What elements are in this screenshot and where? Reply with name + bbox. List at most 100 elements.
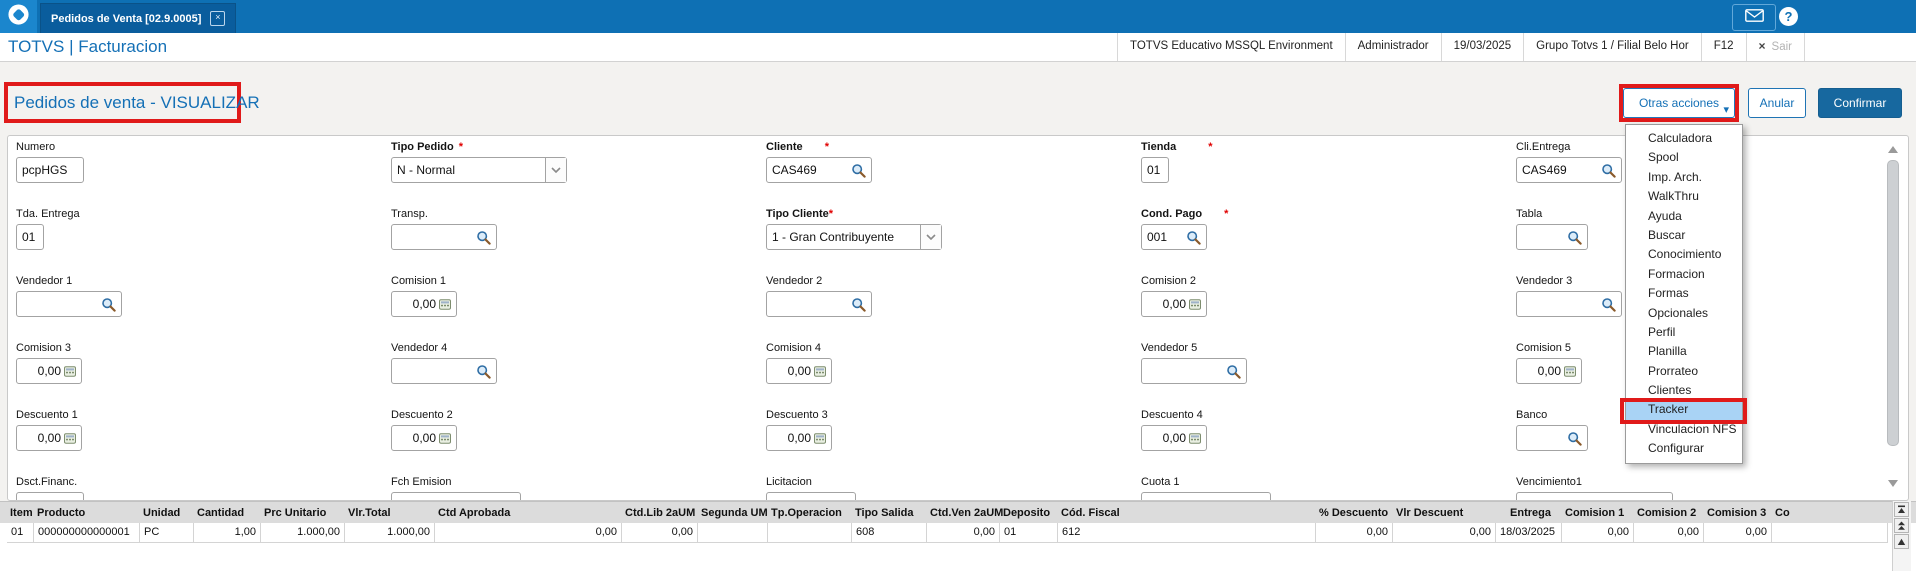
menu-item-opcionales[interactable]: Opcionales — [1648, 305, 1709, 320]
menu-item-formacion[interactable]: Formacion — [1648, 266, 1705, 281]
menu-item-clientes[interactable]: Clientes — [1648, 383, 1692, 398]
search-icon[interactable] — [1226, 364, 1241, 379]
search-icon[interactable] — [1567, 431, 1582, 446]
cli-entrega-input[interactable]: CAS469 — [1516, 157, 1622, 183]
search-icon[interactable] — [1601, 297, 1616, 312]
vendedor-4-input[interactable] — [391, 358, 497, 384]
search-icon[interactable] — [851, 163, 866, 178]
scroll-up-icon[interactable] — [1894, 534, 1909, 549]
search-icon[interactable] — [101, 297, 116, 312]
licitacion-input[interactable] — [766, 492, 856, 500]
search-icon[interactable] — [1186, 230, 1201, 245]
vendedor-1-input[interactable] — [16, 291, 122, 317]
column-header[interactable]: Comision 3 — [1707, 507, 1767, 519]
menu-item-walkthru[interactable]: WalkThru — [1648, 189, 1699, 204]
calculator-icon[interactable] — [1564, 365, 1576, 377]
menu-item-conocimiento[interactable]: Conocimiento — [1648, 247, 1722, 262]
vencimiento1-input[interactable] — [1516, 492, 1673, 500]
descuento-3-input[interactable]: 0,00 — [766, 425, 832, 451]
column-header[interactable]: Unidad — [143, 507, 181, 519]
tipo-cliente-select[interactable]: 1 - Gran Contribuyente — [766, 224, 942, 250]
descuento-2-input[interactable]: 0,00 — [391, 425, 457, 451]
comision-3-input[interactable]: 0,00 — [16, 358, 82, 384]
confirmar-button[interactable]: Confirmar — [1818, 88, 1902, 118]
mail-button[interactable] — [1732, 4, 1776, 31]
column-header[interactable]: Vlr Descuent — [1396, 507, 1464, 519]
column-header[interactable]: Entrega — [1510, 507, 1551, 519]
cliente-input[interactable]: CAS469 — [766, 157, 872, 183]
transp-input[interactable] — [391, 224, 497, 250]
menu-item-buscar[interactable]: Buscar — [1648, 227, 1686, 242]
menu-item-tracker[interactable]: Tracker — [1626, 400, 1742, 420]
scroll-pageup-icon[interactable] — [1894, 518, 1909, 533]
help-icon[interactable]: ? — [1779, 7, 1798, 26]
dsct-financ-input[interactable] — [16, 492, 84, 500]
menu-item-formas[interactable]: Formas — [1648, 286, 1689, 301]
menu-item-imp-arch[interactable]: Imp. Arch. — [1648, 169, 1703, 184]
column-header[interactable]: Tp.Operacion — [771, 507, 842, 519]
menu-item-planilla[interactable]: Planilla — [1648, 344, 1687, 359]
column-header[interactable]: Segunda UM — [701, 507, 768, 519]
anular-button[interactable]: Anular — [1748, 88, 1806, 118]
vendedor-5-input[interactable] — [1141, 358, 1247, 384]
tda-entrega-input[interactable]: 01 — [16, 224, 44, 250]
column-header[interactable]: Vlr.Total — [348, 507, 391, 519]
tab-pedidos-de-venta[interactable]: Pedidos de Venta [02.9.0005] × — [40, 3, 237, 33]
column-header[interactable]: Cantidad — [197, 507, 245, 519]
calculator-icon[interactable] — [1189, 298, 1201, 310]
descuento-1-input[interactable]: 0,00 — [16, 425, 82, 451]
search-icon[interactable] — [476, 230, 491, 245]
menu-item-ayuda[interactable]: Ayuda — [1648, 208, 1682, 223]
column-header[interactable]: Ctd.Ven 2aUM — [930, 507, 1004, 519]
column-header[interactable]: Prc Unitario — [264, 507, 327, 519]
comision-1-input[interactable]: 0,00 — [391, 291, 457, 317]
menu-item-prorrateo[interactable]: Prorrateo — [1648, 363, 1699, 378]
tienda-input[interactable]: 01 — [1141, 157, 1169, 183]
banco-input[interactable] — [1516, 425, 1588, 451]
column-header[interactable]: Item — [10, 507, 33, 519]
search-icon[interactable] — [1567, 230, 1582, 245]
numero-input[interactable]: pcpHGS — [16, 157, 84, 183]
calculator-icon[interactable] — [1189, 432, 1201, 444]
scroll-up-icon[interactable] — [1888, 146, 1898, 153]
otras-acciones-button[interactable]: Otras acciones ▾ — [1623, 88, 1735, 118]
column-header[interactable]: Co — [1775, 507, 1790, 519]
cond-pago-input[interactable]: 001 — [1141, 224, 1207, 250]
menu-item-perfil[interactable]: Perfil — [1648, 324, 1676, 339]
close-icon[interactable]: × — [210, 11, 226, 26]
search-icon[interactable] — [476, 364, 491, 379]
tipo-pedido-select[interactable]: N - Normal — [391, 157, 567, 183]
scroll-down-icon[interactable] — [1888, 480, 1898, 487]
scroll-top-icon[interactable] — [1894, 502, 1909, 517]
comision-2-input[interactable]: 0,00 — [1141, 291, 1207, 317]
column-header[interactable]: Cód. Fiscal — [1061, 507, 1120, 519]
column-header[interactable]: Ctd.Lib 2aUM — [625, 507, 696, 519]
menu-item-configurar[interactable]: Configurar — [1648, 441, 1705, 456]
calculator-icon[interactable] — [64, 432, 76, 444]
menu-item-calculadora[interactable]: Calculadora — [1648, 131, 1713, 145]
column-header[interactable]: Deposito — [1003, 507, 1051, 519]
menu-item-vinculacion-nfs[interactable]: Vinculacion NFS — [1648, 421, 1737, 436]
menu-item-spool[interactable]: Spool — [1648, 150, 1679, 165]
column-header[interactable]: % Descuento — [1319, 507, 1389, 519]
chevron-down-icon[interactable] — [920, 225, 941, 249]
column-header[interactable]: Tipo Salida — [855, 507, 914, 519]
tabla-input[interactable] — [1516, 224, 1588, 250]
column-header[interactable]: Ctd Aprobada — [438, 507, 511, 519]
calculator-icon[interactable] — [814, 432, 826, 444]
calculator-icon[interactable] — [439, 432, 451, 444]
table-row[interactable]: 01 000000000000001 PC 1,00 1.000,00 1.00… — [0, 523, 1916, 543]
search-icon[interactable] — [851, 297, 866, 312]
column-header[interactable]: Comision 1 — [1565, 507, 1625, 519]
chevron-down-icon[interactable] — [545, 158, 566, 182]
calculator-icon[interactable] — [439, 298, 451, 310]
search-icon[interactable] — [1601, 163, 1616, 178]
calculator-icon[interactable] — [64, 365, 76, 377]
vendedor-3-input[interactable] — [1516, 291, 1622, 317]
comision-4-input[interactable]: 0,00 — [766, 358, 832, 384]
vendedor-2-input[interactable] — [766, 291, 872, 317]
scrollbar-thumb[interactable] — [1887, 160, 1899, 446]
descuento-4-input[interactable]: 0,00 — [1141, 425, 1207, 451]
fch-emision-input[interactable] — [391, 492, 521, 500]
column-header[interactable]: Producto — [37, 507, 86, 519]
